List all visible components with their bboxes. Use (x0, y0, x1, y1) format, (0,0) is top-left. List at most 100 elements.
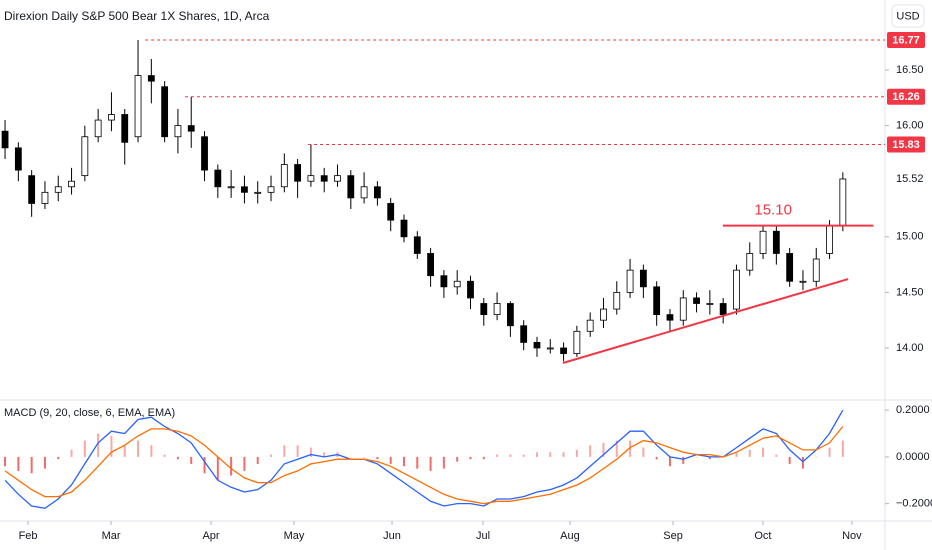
histogram-bar (509, 454, 512, 457)
x-tick-label: Sep (663, 530, 683, 542)
histogram-bar (416, 456, 419, 469)
indicator-title: MACD (9, 20, close, 6, EMA, EMA) (4, 407, 175, 419)
macd-line (4, 426, 844, 505)
macd-line (4, 409, 844, 509)
candle-body (613, 291, 621, 310)
candle-body (639, 269, 647, 288)
histogram-bar (17, 456, 20, 471)
histogram-bar (230, 456, 233, 476)
y-tick-label: 15.00 (896, 231, 924, 243)
candle-body (600, 308, 607, 321)
candle-body (746, 253, 754, 271)
candle-body (294, 164, 302, 182)
x-tick-label: Jun (383, 530, 401, 542)
histogram-bar (4, 456, 7, 467)
candle-body (54, 186, 62, 193)
candle-body (68, 180, 75, 188)
histogram-bar (841, 440, 844, 457)
histogram-bar (349, 456, 352, 458)
candle-body (94, 119, 102, 138)
currency-label[interactable]: USD (896, 10, 919, 22)
candle-body (320, 175, 328, 182)
histogram-bar (203, 456, 206, 474)
candle-body (839, 178, 847, 227)
histogram-bar (70, 449, 73, 457)
candle-body (626, 269, 634, 293)
histogram-bar (562, 452, 565, 457)
resistance-label: 15.10 (754, 202, 792, 219)
candle-body (506, 303, 514, 327)
candle-body (254, 191, 262, 194)
histogram-bar (629, 440, 632, 457)
histogram-bar (442, 456, 445, 469)
candle-body (440, 275, 448, 288)
candle-body (666, 314, 674, 321)
histogram-bar (668, 456, 671, 467)
histogram-bar (482, 456, 485, 460)
x-tick-label: Nov (842, 530, 862, 542)
chart-title: Direxion Daily S&P 500 Bear 1X Shares, 1… (4, 9, 270, 23)
candle-body (826, 225, 833, 254)
x-tick-label: Oct (754, 530, 771, 542)
histogram-bar (615, 440, 618, 457)
candle-body (533, 342, 541, 349)
histogram-bar (216, 456, 219, 481)
x-tick-label: Feb (19, 530, 38, 542)
candle-body (267, 186, 275, 193)
candle-body (14, 147, 22, 171)
histogram-bar (642, 447, 645, 457)
level-label: 16.77 (892, 34, 920, 46)
candle-body (334, 175, 341, 182)
candle-body (41, 191, 49, 204)
x-tick-label: May (284, 530, 305, 542)
candle-body (307, 175, 315, 182)
currency-button[interactable] (891, 4, 925, 28)
candle-body (187, 125, 195, 132)
histogram-bar (97, 433, 100, 457)
y-tick-label: 16.00 (896, 120, 924, 132)
y-tick-label: −0.2000 (896, 498, 932, 510)
histogram-bar (150, 445, 153, 457)
candle-body (121, 114, 129, 143)
histogram-bar (163, 454, 166, 457)
candle-body (1, 130, 9, 149)
level-label-box (887, 32, 925, 49)
x-tick-label: Apr (202, 530, 219, 542)
level-label-box (887, 88, 925, 105)
x-tick-label: Mar (102, 530, 121, 542)
histogram-bar (429, 456, 432, 471)
candle-body (679, 297, 687, 321)
candle-body (241, 186, 248, 193)
candle-body (134, 75, 142, 138)
candle-body (28, 175, 36, 204)
candle-body (586, 319, 594, 332)
y-tick-label: 14.00 (896, 342, 924, 354)
candle-body (546, 347, 554, 350)
histogram-bar (30, 456, 33, 474)
candle-body (480, 303, 488, 316)
histogram-bar (602, 442, 605, 457)
histogram-bar (389, 456, 392, 464)
candle-body (201, 136, 208, 171)
candle-body (719, 303, 727, 316)
level-label: 15.83 (892, 139, 920, 151)
histogram-bar (828, 447, 831, 457)
candle-body (812, 258, 820, 282)
histogram-bar (110, 435, 113, 457)
histogram-bar (589, 445, 592, 457)
histogram-bar (549, 452, 552, 457)
candle-body (560, 347, 567, 354)
histogram-bar (57, 456, 60, 460)
histogram-bar (748, 449, 751, 457)
candle-body (759, 230, 767, 254)
candle-body (374, 186, 381, 199)
histogram-bar (283, 445, 286, 457)
candle-body (427, 253, 434, 277)
histogram-bar (695, 456, 698, 458)
level-label-box (887, 136, 925, 153)
candle-body (360, 186, 368, 199)
last-price-label: 15.52 (896, 173, 924, 185)
histogram-bar (363, 456, 366, 458)
